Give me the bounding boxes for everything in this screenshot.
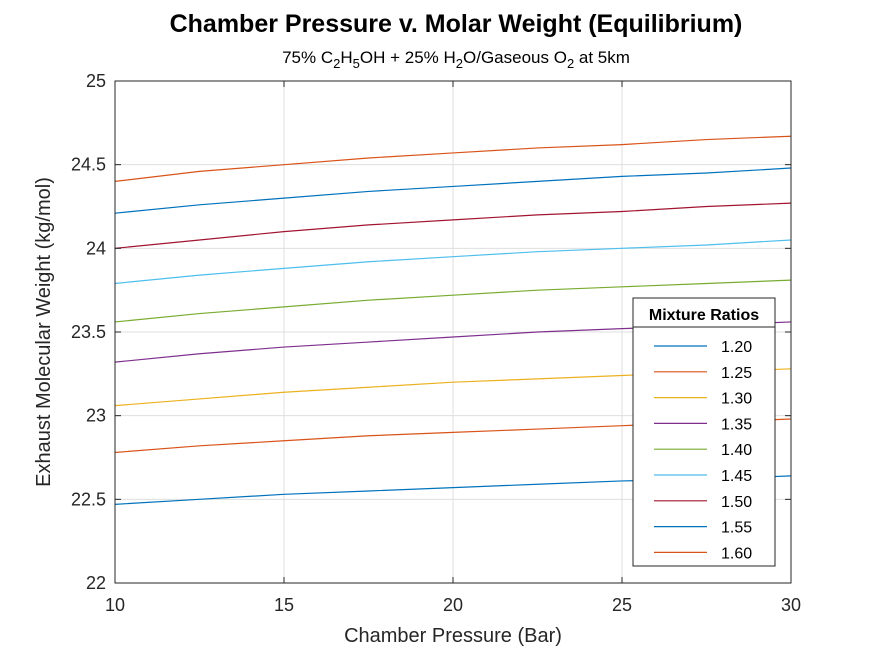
series-line-1.60 — [114, 135, 792, 182]
axis-ticks: 10 15 20 25 30 22 22.5 23 23.5 24 24.5 25 — [71, 71, 801, 615]
chart-subtitle: 75% C2H5OH + 25% H2O/Gaseous O2 at 5km — [282, 48, 630, 71]
series-line-1.50 — [114, 202, 792, 249]
legend-label: 1.60 — [721, 545, 752, 562]
x-tick-label: 25 — [612, 595, 632, 615]
legend-label: 1.25 — [721, 365, 752, 382]
x-tick-label: 30 — [781, 595, 801, 615]
legend: Mixture Ratios 1.201.251.301.351.401.451… — [632, 297, 776, 567]
chart-title: Chamber Pressure v. Molar Weight (Equili… — [170, 10, 743, 38]
y-tick-label: 24.5 — [71, 155, 106, 175]
legend-label: 1.35 — [721, 416, 752, 433]
legend-label: 1.50 — [721, 494, 752, 511]
legend-title: Mixture Ratios — [649, 307, 759, 324]
legend-items: 1.20 1.25 1.30 1.35 1.40 1.45 1.50 1.55 1.60 — [654, 339, 752, 562]
y-axis-label: Exhaust Molecular Weight (kg/mol) — [33, 177, 55, 487]
y-tick-label: 23.5 — [71, 322, 106, 342]
legend-box — [632, 297, 776, 567]
x-tick-label: 20 — [443, 595, 463, 615]
x-axis-label: Chamber Pressure (Bar) — [344, 625, 562, 647]
series-line-1.40 — [114, 279, 792, 323]
legend-label: 1.20 — [721, 339, 752, 356]
y-tick-label: 25 — [86, 71, 106, 91]
y-tick-label: 22.5 — [71, 489, 106, 509]
series-line-1.45 — [114, 239, 792, 285]
y-tick-label: 22 — [86, 573, 106, 593]
x-tick-label: 15 — [274, 595, 294, 615]
legend-label: 1.40 — [721, 442, 752, 459]
y-tick-label: 23 — [86, 406, 106, 426]
x-tick-label: 10 — [105, 595, 125, 615]
legend-label: 1.45 — [721, 468, 752, 485]
y-tick-label: 24 — [86, 238, 106, 258]
series-line-1.55 — [114, 167, 792, 214]
legend-label: 1.55 — [721, 520, 752, 537]
legend-label: 1.30 — [721, 391, 752, 408]
